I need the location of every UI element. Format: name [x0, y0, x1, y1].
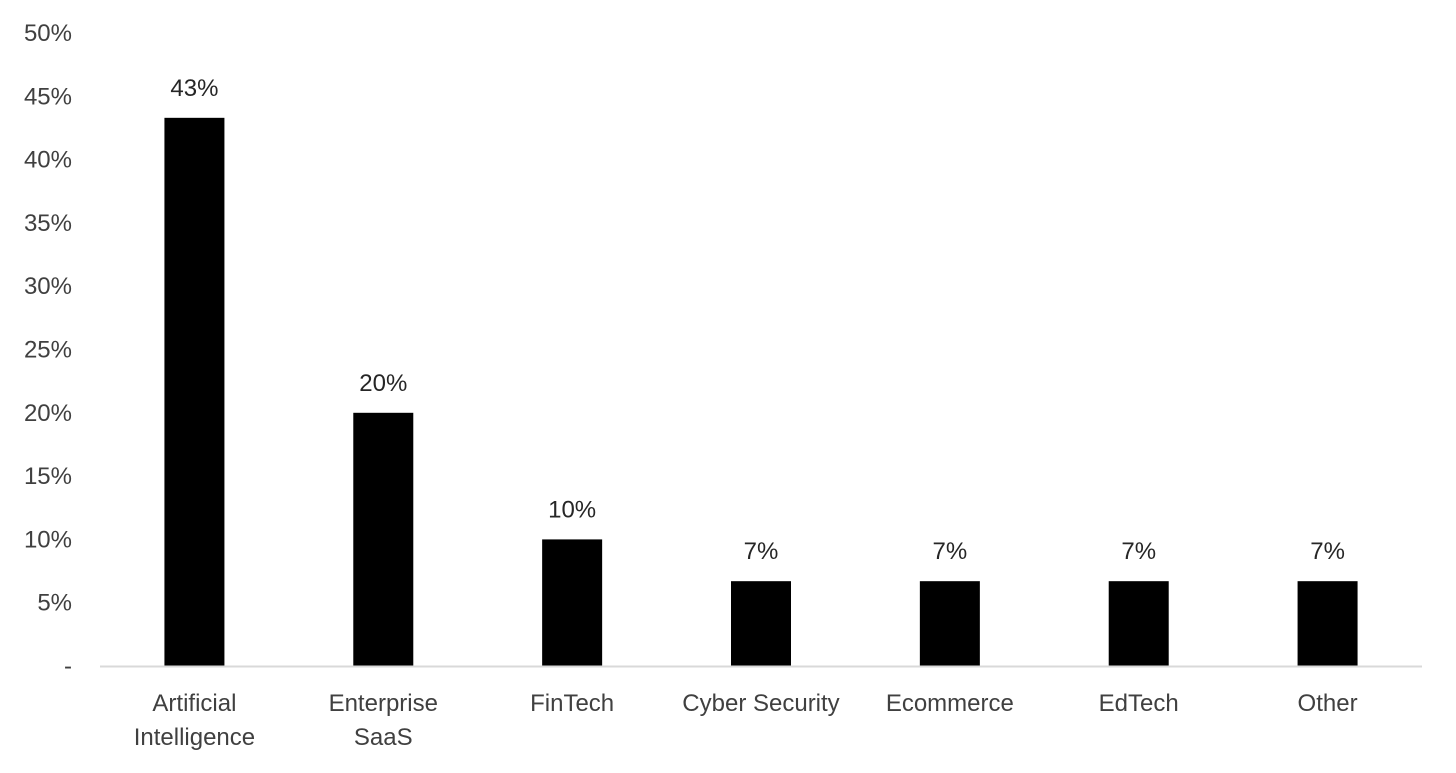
data-label: 20% — [359, 370, 407, 397]
x-category-label: Enterprise SaaS — [329, 690, 438, 751]
y-tick-label: 30% — [24, 273, 72, 300]
x-tick-label: SaaS — [354, 724, 413, 751]
x-tick-label: Other — [1298, 690, 1358, 717]
x-category-label: EdTech — [1099, 690, 1179, 717]
x-tick-label: Enterprise — [329, 690, 438, 717]
data-labels: 43% 20% 10% 7% 7% 7% 7% — [170, 75, 1345, 565]
bar — [164, 117, 225, 666]
x-axis: Artificial Intelligence Enterprise SaaS FinT… — [134, 690, 1358, 751]
y-tick-label: 45% — [24, 83, 72, 110]
y-tick-label: 5% — [37, 590, 72, 617]
bar — [1297, 581, 1358, 666]
y-tick-label: 20% — [24, 400, 72, 427]
data-label: 10% — [548, 496, 596, 523]
y-tick-label: 50% — [24, 20, 72, 47]
bar — [353, 412, 414, 666]
x-tick-label: Ecommerce — [886, 690, 1014, 717]
y-tick-label: 35% — [24, 210, 72, 237]
x-tick-label: FinTech — [530, 690, 614, 717]
x-tick-label: Artificial — [152, 690, 236, 717]
x-category-label: Artificial Intelligence — [134, 690, 255, 751]
x-category-label: FinTech — [530, 690, 614, 717]
x-category-label: Other — [1298, 690, 1358, 717]
bar — [542, 539, 603, 666]
bar — [919, 581, 980, 666]
data-label: 7% — [933, 538, 968, 565]
y-tick-label: - — [64, 653, 72, 680]
data-label: 7% — [1121, 538, 1156, 565]
y-tick-label: 25% — [24, 337, 72, 364]
y-tick-label: 10% — [24, 526, 72, 553]
bar — [1108, 581, 1169, 666]
bar — [731, 581, 791, 666]
y-tick-label: 15% — [24, 463, 72, 490]
data-label: 43% — [170, 75, 218, 102]
x-category-label: Cyber Security — [682, 690, 839, 717]
x-tick-label: Cyber Security — [682, 690, 839, 717]
y-tick-label: 40% — [24, 147, 72, 174]
data-label: 7% — [744, 538, 779, 565]
data-label: 7% — [1310, 538, 1345, 565]
y-axis: - 5% 10% 15% 20% 25% 30% 35% 40% 45% 50% — [24, 20, 72, 680]
x-category-label: Ecommerce — [886, 690, 1014, 717]
x-tick-label: EdTech — [1099, 690, 1179, 717]
x-tick-label: Intelligence — [134, 724, 255, 751]
bars — [164, 117, 1358, 666]
